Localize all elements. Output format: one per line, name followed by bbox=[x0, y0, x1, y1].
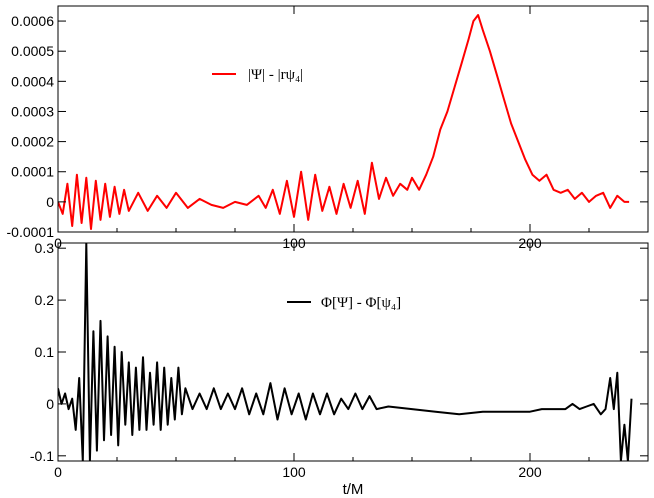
bottom-y-tick-label: 0.3 bbox=[35, 240, 55, 256]
bottom-x-tick-label: 100 bbox=[282, 464, 306, 480]
bottom-x-axis-title: t/M bbox=[343, 481, 364, 498]
bottom-series-line-0 bbox=[58, 243, 633, 461]
bottom-y-tick-label: -0.1 bbox=[30, 448, 54, 464]
top-y-tick-label: -0.0001 bbox=[7, 224, 55, 240]
top-legend-label: |Ψ| - |rψ₄| bbox=[248, 67, 303, 83]
bottom-y-tick-label: 0.1 bbox=[35, 344, 55, 360]
top-y-tick-label: 0 bbox=[46, 194, 54, 210]
top-y-tick-label: 0.0006 bbox=[11, 13, 54, 29]
bottom-legend-label: Φ[Ψ] - Φ[ψ₄] bbox=[321, 295, 401, 311]
top-y-tick-label: 0.0004 bbox=[11, 73, 54, 89]
bottom-y-tick-label: 0.2 bbox=[35, 292, 55, 308]
top-series-line-0 bbox=[58, 14, 630, 230]
top-y-tick-label: 0.0002 bbox=[11, 134, 54, 150]
top-y-tick-label: 0.0003 bbox=[11, 103, 54, 119]
bottom-y-tick-label: 0 bbox=[46, 396, 54, 412]
top-y-tick-label: 0.0001 bbox=[11, 164, 54, 180]
bottom-panel: 0 100 200-0.100.10.20.3Φ[Ψ] - Φ[ψ₄]t/M bbox=[30, 240, 649, 498]
top-y-tick-label: 0.0005 bbox=[11, 43, 54, 59]
bottom-x-tick-label: 200 bbox=[518, 464, 542, 480]
bottom-x-tick-label: 0 bbox=[54, 464, 62, 480]
top-panel: 0100200-0.000100.00010.00020.00030.00040… bbox=[7, 5, 649, 251]
